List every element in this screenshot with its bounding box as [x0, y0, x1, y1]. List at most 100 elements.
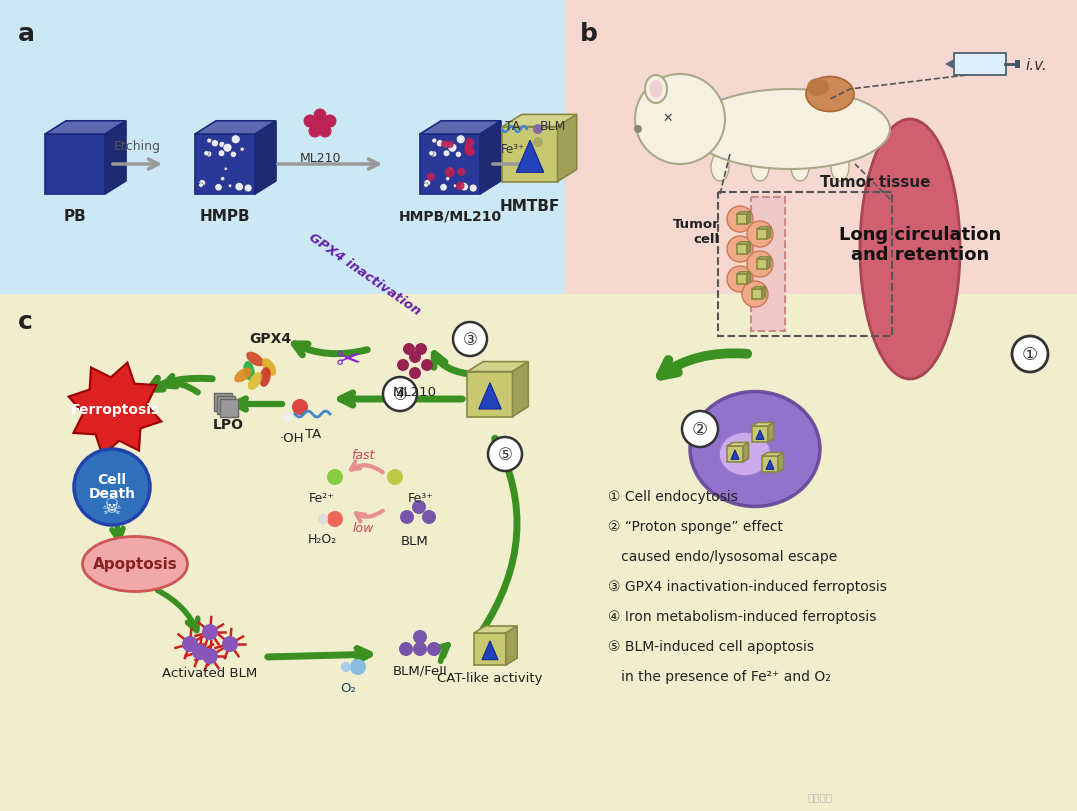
Circle shape	[283, 413, 293, 423]
Text: BLM/FeII: BLM/FeII	[393, 664, 447, 677]
Polygon shape	[757, 228, 770, 230]
Circle shape	[412, 642, 426, 656]
Text: BLM: BLM	[401, 534, 429, 547]
Text: caused endo/lysosomal escape: caused endo/lysosomal escape	[609, 549, 837, 564]
Polygon shape	[763, 453, 784, 457]
Text: ·OH: ·OH	[280, 431, 304, 444]
Circle shape	[292, 400, 308, 415]
Polygon shape	[766, 461, 774, 470]
Text: Death: Death	[88, 487, 136, 500]
Circle shape	[453, 185, 457, 188]
Polygon shape	[45, 135, 104, 195]
Polygon shape	[474, 633, 506, 665]
Polygon shape	[737, 245, 747, 255]
Circle shape	[439, 184, 447, 191]
Circle shape	[341, 663, 351, 672]
Text: ④ Iron metabolism-induced ferroptosis: ④ Iron metabolism-induced ferroptosis	[609, 609, 877, 623]
Circle shape	[456, 152, 461, 158]
Ellipse shape	[690, 392, 820, 507]
FancyBboxPatch shape	[220, 400, 238, 418]
Text: Etching: Etching	[113, 139, 160, 152]
Circle shape	[240, 148, 244, 152]
Polygon shape	[763, 287, 766, 299]
Text: ⑤ BLM-induced cell apoptosis: ⑤ BLM-induced cell apoptosis	[609, 639, 814, 653]
Circle shape	[464, 144, 473, 152]
Text: ②: ②	[691, 420, 708, 439]
Polygon shape	[420, 122, 501, 135]
Text: LPO: LPO	[212, 418, 243, 431]
Circle shape	[460, 183, 468, 191]
Ellipse shape	[645, 76, 667, 104]
Circle shape	[458, 169, 465, 177]
Polygon shape	[763, 457, 778, 473]
Circle shape	[222, 636, 238, 652]
Text: ✕: ✕	[662, 111, 673, 124]
Circle shape	[727, 207, 753, 233]
Circle shape	[397, 359, 409, 371]
Circle shape	[219, 143, 225, 148]
Text: Long circulation
and retention: Long circulation and retention	[839, 225, 1002, 264]
Circle shape	[182, 636, 198, 652]
Circle shape	[533, 125, 543, 135]
Circle shape	[466, 148, 475, 157]
Ellipse shape	[806, 77, 854, 113]
Circle shape	[747, 251, 773, 277]
Circle shape	[228, 146, 233, 149]
Circle shape	[327, 470, 342, 486]
Circle shape	[470, 185, 477, 193]
FancyBboxPatch shape	[954, 54, 1006, 76]
Circle shape	[436, 140, 444, 148]
Circle shape	[204, 152, 209, 157]
Text: TA: TA	[305, 427, 321, 440]
Circle shape	[221, 178, 225, 182]
Text: low: low	[352, 521, 374, 534]
Circle shape	[383, 378, 417, 411]
Polygon shape	[104, 122, 126, 195]
Text: O₂: O₂	[340, 681, 355, 694]
Ellipse shape	[234, 368, 252, 383]
Circle shape	[488, 437, 522, 471]
Text: ML210: ML210	[393, 385, 437, 398]
Circle shape	[244, 185, 252, 193]
Polygon shape	[195, 122, 276, 135]
Text: Tumor
cell: Tumor cell	[673, 217, 721, 246]
Polygon shape	[752, 287, 766, 290]
Polygon shape	[558, 115, 577, 182]
Text: ✂: ✂	[335, 345, 361, 374]
Text: Activated BLM: Activated BLM	[163, 666, 257, 679]
Ellipse shape	[751, 154, 769, 182]
Circle shape	[453, 145, 457, 149]
Polygon shape	[731, 450, 739, 460]
Circle shape	[464, 148, 473, 156]
Text: 路信息网: 路信息网	[808, 791, 833, 801]
Polygon shape	[737, 272, 751, 275]
Text: ☠: ☠	[102, 497, 122, 517]
Circle shape	[206, 152, 212, 158]
Text: BLM: BLM	[540, 120, 567, 133]
Text: H₂O₂: H₂O₂	[307, 532, 337, 545]
Text: Fe³⁺: Fe³⁺	[501, 143, 526, 156]
Circle shape	[202, 648, 218, 664]
Polygon shape	[743, 443, 749, 462]
Polygon shape	[479, 384, 501, 410]
Text: c: c	[18, 310, 33, 333]
Polygon shape	[480, 122, 501, 195]
Circle shape	[426, 174, 435, 182]
Circle shape	[400, 510, 414, 525]
Circle shape	[313, 119, 326, 132]
Text: Fe²⁺: Fe²⁺	[309, 491, 335, 504]
Circle shape	[199, 180, 206, 187]
Circle shape	[742, 281, 768, 307]
Circle shape	[465, 139, 474, 148]
Circle shape	[431, 152, 437, 158]
Polygon shape	[752, 423, 773, 427]
Circle shape	[448, 144, 457, 153]
Polygon shape	[503, 127, 558, 182]
Polygon shape	[767, 257, 770, 270]
Bar	[1015, 61, 1020, 69]
Polygon shape	[756, 431, 764, 440]
Text: i.v.: i.v.	[1025, 58, 1047, 73]
Polygon shape	[513, 363, 528, 417]
Circle shape	[398, 642, 412, 656]
Circle shape	[682, 411, 718, 448]
